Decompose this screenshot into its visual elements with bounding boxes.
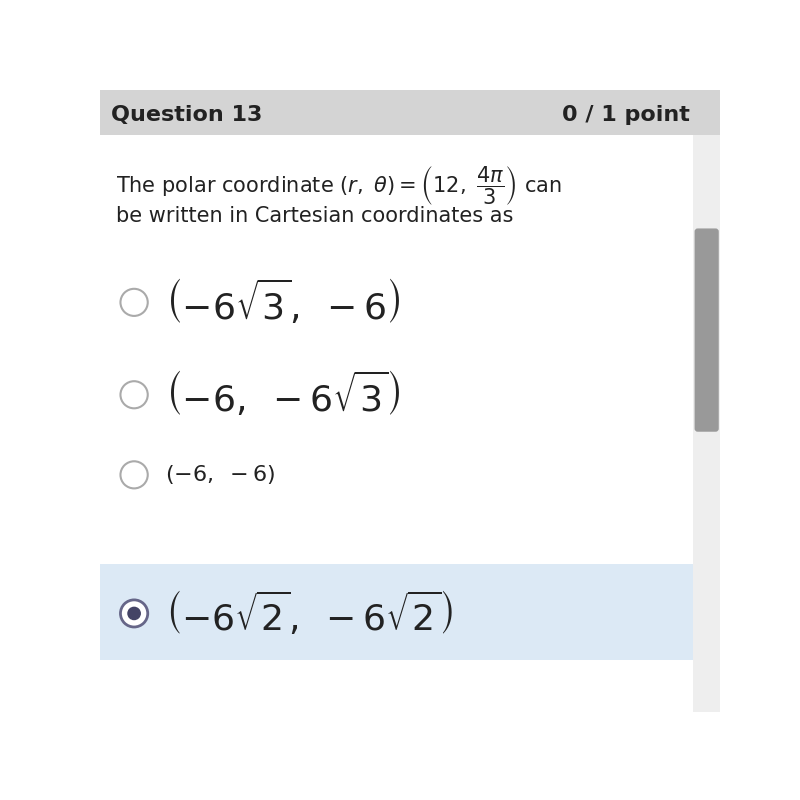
- Text: Question 13: Question 13: [111, 106, 262, 126]
- Circle shape: [128, 607, 140, 619]
- Text: 0 / 1 point: 0 / 1 point: [562, 106, 690, 126]
- Text: $\left(-6\sqrt{3},\ -6\right)$: $\left(-6\sqrt{3},\ -6\right)$: [165, 278, 401, 327]
- Bar: [694, 134, 720, 712]
- Text: $\left(-6\sqrt{2},\ -6\sqrt{2}\right)$: $\left(-6\sqrt{2},\ -6\sqrt{2}\right)$: [165, 590, 453, 638]
- FancyBboxPatch shape: [694, 229, 718, 432]
- Circle shape: [121, 462, 148, 488]
- Circle shape: [121, 600, 148, 627]
- Circle shape: [121, 382, 148, 408]
- Text: $(-6,\ -6)$: $(-6,\ -6)$: [165, 463, 275, 486]
- Text: $\left(-6,\ -6\sqrt{3}\right)$: $\left(-6,\ -6\sqrt{3}\right)$: [165, 370, 401, 419]
- Text: The polar coordinate $(r,\ \theta) = \left(12,\ \dfrac{4\pi}{3}\right)$ can: The polar coordinate $(r,\ \theta) = \le…: [115, 164, 561, 207]
- Bar: [100, 90, 720, 134]
- Circle shape: [121, 289, 148, 316]
- Text: be written in Cartesian coordinates as: be written in Cartesian coordinates as: [115, 206, 513, 226]
- Bar: [100, 564, 694, 660]
